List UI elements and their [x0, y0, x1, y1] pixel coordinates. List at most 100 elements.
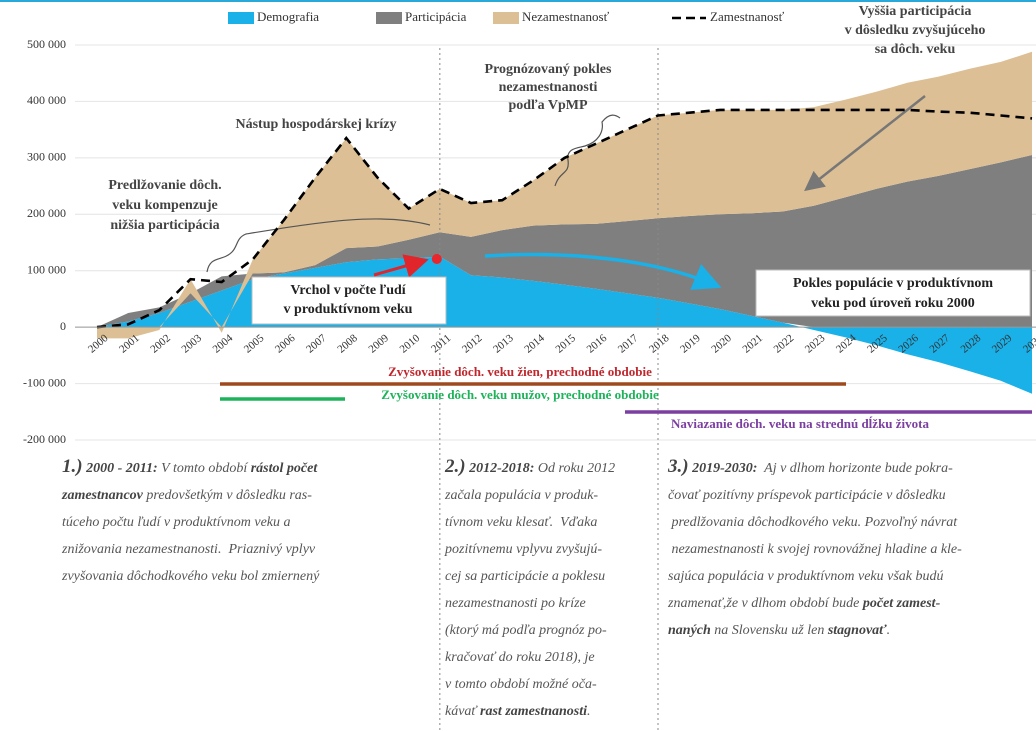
- note-line: 2.) 2012-2018: Od roku 2012: [445, 453, 615, 482]
- annotation: podľa VpMP: [508, 98, 587, 113]
- x-tick-label: 2020: [709, 332, 734, 356]
- y-tick-label: 100 000: [27, 262, 66, 276]
- legend-swatch: [228, 12, 254, 24]
- note-line: nezamestnanosti k svojej rovnovážnej hla…: [668, 536, 962, 563]
- note-text: pozitívnemu vplyvu zvyšujú-: [445, 542, 603, 557]
- x-tick-label: 2004: [211, 332, 236, 356]
- y-tick-label: 0: [60, 319, 66, 333]
- note-line: naných na Slovensku už len stagnovať.: [668, 617, 962, 644]
- annotation-shape: [431, 254, 442, 264]
- note-text: (ktorý má podľa prognóz po-: [445, 623, 607, 638]
- x-tick-label: 2021: [740, 332, 765, 355]
- note-text: kračovať do roku 2018), je: [445, 650, 595, 665]
- note-text: sajúca populácia v produktívnom veku vša…: [668, 569, 944, 584]
- annotation: nezamestnanosti: [499, 80, 598, 95]
- note-text: stagnovať: [827, 623, 887, 638]
- x-tick-label: 2009: [366, 332, 391, 356]
- x-tick-label: 2015: [553, 332, 578, 356]
- note-line: tívnom veku klesať. Vďaka: [445, 509, 615, 536]
- y-tick-label: -200 000: [23, 432, 66, 446]
- annotation: veku kompenzuje: [112, 198, 217, 213]
- note-line: sajúca populácia v produktívnom veku vša…: [668, 563, 962, 590]
- note-line: znamenať,že v dlhom období bude počet za…: [668, 590, 962, 617]
- note-line: znižovania nezamestnanosti. Priaznivý vp…: [62, 536, 319, 563]
- note-line: (ktorý má podľa prognóz po-: [445, 617, 615, 644]
- x-tick-label: 2018: [647, 332, 672, 356]
- note-line: 1.) 2000 - 2011: V tomto období rástol p…: [62, 453, 319, 482]
- note-text: v tomto období možné oča-: [445, 677, 597, 692]
- note-text: znamenať,že v dlhom období bude: [668, 596, 863, 611]
- legend-swatch: [493, 12, 519, 24]
- note-line: nezamestnanosti po kríze: [445, 590, 615, 617]
- note-column: 1.) 2000 - 2011: V tomto období rástol p…: [62, 453, 319, 590]
- x-tick-label: 2013: [491, 332, 516, 356]
- note-text: 2000 - 2011:: [82, 461, 158, 476]
- note-text: predovšetkým v dôsledku ras-: [142, 488, 312, 503]
- x-tick-label: 2017: [616, 332, 641, 356]
- note-text: na Slovensku už len: [710, 623, 828, 638]
- annotation-shape: [251, 276, 447, 325]
- annotation-shape: [484, 252, 722, 290]
- y-tick-label: 300 000: [27, 150, 66, 164]
- y-tick-label: 200 000: [27, 206, 66, 220]
- x-tick-label: 2014: [522, 332, 547, 356]
- annotation-shape: [804, 95, 926, 192]
- annotation: sa dôch. veku: [875, 42, 956, 57]
- y-tick-label: -100 000: [23, 375, 66, 389]
- note-line: zamestnancov predovšetkým v dôsledku ras…: [62, 482, 319, 509]
- note-line: túceho počtu ľudí v produktívnom veku a: [62, 509, 319, 536]
- note-text: 2019-2030:: [688, 461, 758, 476]
- note-text: tívnom veku klesať. Vďaka: [445, 515, 598, 530]
- x-tick-label: 2005: [242, 332, 267, 356]
- note-line: čovať pozitívny príspevok participácie v…: [668, 482, 962, 509]
- note-text: .: [587, 704, 591, 719]
- note-text: rástol počet: [250, 461, 318, 476]
- area: [97, 51, 1032, 339]
- legend-label: Demografia: [257, 9, 319, 24]
- note-text: 2012-2018:: [465, 461, 535, 476]
- annotation: v produktívnom veku: [284, 302, 413, 317]
- x-tick-label: 2003: [179, 332, 204, 356]
- x-tick-label: 2011: [429, 332, 453, 355]
- note-line: v tomto období možné oča-: [445, 671, 615, 698]
- note-number: 3.): [668, 456, 689, 477]
- note-text: rast zamestnanosti: [480, 704, 588, 719]
- legend-label: Nezamestnanosť: [522, 9, 610, 24]
- note-line: 3.) 2019-2030: Aj v dlhom horizonte bude…: [668, 453, 962, 482]
- annotation-shape: [755, 269, 1031, 317]
- legend-label: Zamestnanosť: [710, 9, 785, 24]
- note-line: kračovať do roku 2018), je: [445, 644, 615, 671]
- note-text: počet zamest-: [862, 596, 941, 611]
- note-text: nezamestnanosti k svojej rovnovážnej hla…: [668, 542, 962, 557]
- x-tick-label: 2019: [678, 332, 703, 356]
- annotation: Vrchol v počte ľudí: [290, 283, 406, 298]
- note-line: cej sa participácie a poklesu: [445, 563, 615, 590]
- timeline-label: Zvyšovanie dôch. veku žien, prechodné ob…: [388, 364, 652, 379]
- note-column: 2.) 2012-2018: Od roku 2012 začala populá…: [445, 453, 615, 725]
- annotation: v dôsledku zvyšujúceho: [845, 23, 986, 38]
- note-text: predlžovania dôchodkového veku. Pozvoľný…: [668, 515, 958, 530]
- note-text: nezamestnanosti po kríze: [445, 596, 586, 611]
- y-tick-label: 500 000: [27, 37, 66, 51]
- x-tick-label: 2006: [273, 332, 298, 356]
- note-text: zvyšovania dôchodkového veku bol zmierne…: [62, 569, 320, 584]
- note-text: V tomto období: [157, 461, 251, 476]
- note-text: naných: [668, 623, 711, 638]
- y-tick-label: 400 000: [27, 93, 66, 107]
- note-number: 2.): [445, 456, 466, 477]
- x-tick-label: 2022: [772, 332, 797, 355]
- note-line: zvyšovania dôchodkového veku bol zmierne…: [62, 563, 319, 590]
- note-text: kávať: [445, 704, 481, 719]
- legend-label: Participácia: [405, 9, 467, 24]
- line: [96, 108, 1033, 329]
- x-tick-label: 2012: [460, 332, 485, 355]
- annotation: Pokles populácie v produktívnom: [793, 276, 993, 291]
- timeline-label: Zvyšovanie dôch. veku mužov, prechodné o…: [381, 387, 659, 402]
- annotation: Predlžovanie dôch.: [108, 178, 221, 193]
- note-text: túceho počtu ľudí v produktívnom veku a: [62, 515, 291, 530]
- note-text: Od roku 2012: [534, 461, 616, 476]
- annotation: Nástup hospodárskej krízy: [235, 117, 396, 132]
- note-text: Aj v dlhom horizonte bude pokra-: [757, 461, 953, 476]
